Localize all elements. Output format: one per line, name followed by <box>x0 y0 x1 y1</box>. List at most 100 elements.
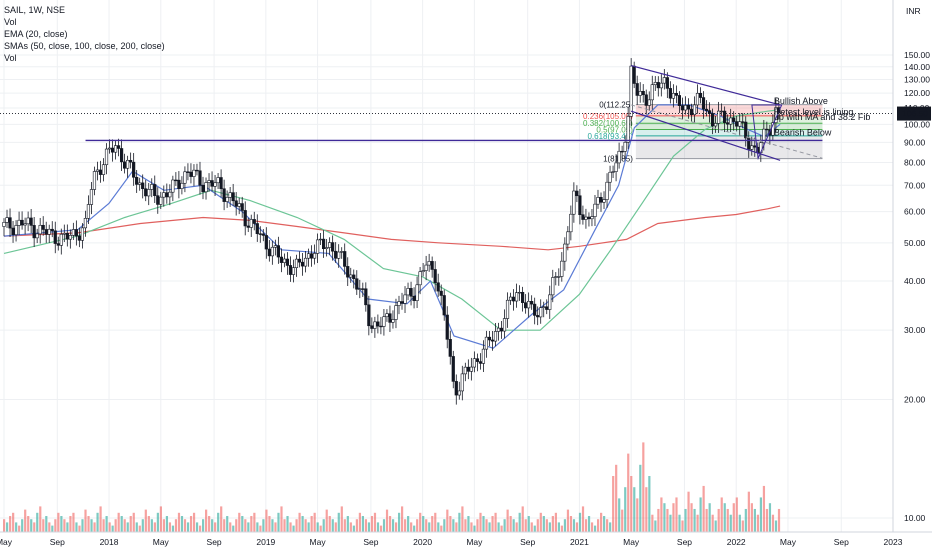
symbol-label[interactable]: SAIL, 1W, NSE <box>4 5 66 15</box>
candle-body <box>5 217 9 223</box>
candle-body <box>144 188 148 197</box>
candle-body <box>8 217 12 229</box>
candle-body <box>240 203 244 211</box>
candle-body <box>2 222 6 227</box>
volume-bar <box>777 508 781 532</box>
candle-body <box>409 288 413 297</box>
fib-zone <box>635 104 823 116</box>
volume-bar <box>186 522 190 532</box>
volume-bar <box>621 509 624 532</box>
volume-bar <box>69 516 72 532</box>
volume-bar <box>232 525 235 532</box>
volume-bar <box>654 520 657 532</box>
candle-body <box>741 121 745 123</box>
time-tick-label: Sep <box>207 537 222 547</box>
time-axis[interactable]: May Sep 2018 May Sep 2019 May Sep 2020 May Sep 2021… <box>0 531 932 547</box>
candle-body <box>129 159 133 163</box>
candle-body <box>228 192 232 198</box>
volume-bar <box>612 476 615 532</box>
volume-bar <box>633 487 636 532</box>
candle-body <box>397 301 401 306</box>
candle-body <box>376 321 380 327</box>
volume-bar <box>729 514 732 532</box>
volume-bar <box>467 516 470 532</box>
volume-bar <box>99 506 102 532</box>
ema-label[interactable]: EMA (20, close) <box>4 29 68 39</box>
candle-body <box>662 77 666 84</box>
volume-bar <box>539 512 542 532</box>
volume-bar <box>364 519 368 532</box>
candle-body <box>153 184 157 196</box>
candle-body <box>17 219 21 226</box>
fib-level-label: 0.5(97.05) <box>596 125 633 134</box>
fib-zone <box>635 135 823 159</box>
volume-bar <box>277 512 280 532</box>
candle-body <box>614 162 618 172</box>
volume-bar <box>437 522 440 532</box>
candle-body <box>677 95 682 106</box>
volume-bar <box>129 516 132 532</box>
volume-bar <box>708 503 711 532</box>
volume-label[interactable]: Vol <box>4 17 17 27</box>
candle-body <box>207 180 211 183</box>
candle-body <box>349 274 353 278</box>
volume-bar <box>750 503 753 532</box>
sma-100-line <box>3 109 781 331</box>
candle-body <box>186 171 190 173</box>
candle-body <box>135 176 139 185</box>
candle-body <box>92 171 97 190</box>
volume-bar <box>208 516 211 532</box>
price-tick-label: 20.00 <box>904 394 926 404</box>
volume-bar <box>87 516 90 532</box>
candle-body <box>38 224 42 235</box>
candle-body <box>436 282 440 292</box>
candle-body <box>222 188 226 202</box>
candle-body <box>454 381 458 396</box>
candle-body <box>225 196 229 202</box>
volume-bar <box>259 525 262 532</box>
volume-bar <box>410 522 413 532</box>
volume-bar <box>569 516 573 532</box>
volume-bar <box>202 519 205 532</box>
sma-label[interactable]: SMAs (50, close, 100, close, 200, close) <box>4 41 165 51</box>
time-tick-label: Sep <box>677 537 692 547</box>
volume-label-2[interactable]: Vol <box>4 53 17 63</box>
candle-body <box>575 190 579 197</box>
fib-level-label: 0.618(93.45) <box>587 132 633 141</box>
candle-body <box>445 314 449 340</box>
volume-bar <box>584 519 588 532</box>
candle-body <box>318 238 323 241</box>
candle-body <box>123 161 127 169</box>
candle-body <box>358 288 362 290</box>
candle-body <box>340 251 344 253</box>
candle-body <box>126 159 130 169</box>
candle-body <box>517 291 522 294</box>
volume-bar <box>600 512 603 532</box>
candle-body <box>596 197 600 205</box>
volume-bar <box>316 522 319 532</box>
candle-body <box>608 171 612 183</box>
candle-body <box>729 117 733 125</box>
candle-body <box>560 260 564 277</box>
volume-bar <box>211 519 214 532</box>
candle-body <box>704 108 709 111</box>
volume-bar <box>545 519 548 532</box>
candle-body <box>427 261 431 266</box>
volume-bar <box>328 516 331 532</box>
volume-bar <box>93 522 96 532</box>
volume-bar <box>590 522 594 532</box>
volume-bar <box>606 519 609 532</box>
volume-bar <box>141 519 144 532</box>
volume-bar <box>497 522 500 532</box>
volume-bar <box>461 506 464 532</box>
candle-body <box>352 274 356 280</box>
candle-body <box>189 171 193 177</box>
volume-bar <box>226 516 229 532</box>
candle-body <box>508 296 513 301</box>
price-axis[interactable]: INR150.00140.00130.00120.00110.00100.009… <box>892 0 931 532</box>
candle-body <box>563 243 567 262</box>
candle-body <box>364 288 368 306</box>
candle-body <box>638 91 642 96</box>
volume-bar <box>144 509 147 532</box>
